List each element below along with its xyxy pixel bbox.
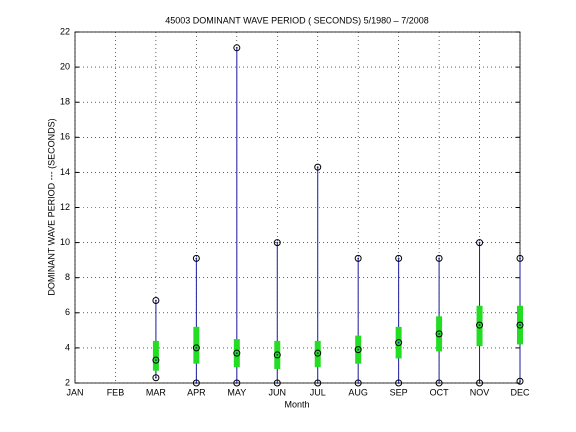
y-axis-label: DOMINANT WAVE PERIOD --- (SECONDS) [46, 118, 56, 295]
x-tick-label: NOV [470, 387, 490, 397]
mean-dot [235, 352, 238, 355]
y-tick-label: 14 [60, 167, 70, 177]
y-tick-label: 6 [65, 307, 70, 317]
x-tick-label: JUN [269, 387, 287, 397]
high-dot [357, 257, 360, 260]
low-dot [357, 382, 360, 384]
low-marker [435, 379, 443, 387]
low-marker [233, 379, 241, 387]
mean-marker [476, 321, 484, 329]
y-tick-label: 20 [60, 61, 70, 71]
x-tick-label: MAY [227, 387, 246, 397]
y-tick-label: 22 [60, 26, 70, 36]
x-tick-label: MAR [146, 387, 167, 397]
low-marker [516, 377, 524, 385]
low-marker [354, 379, 362, 387]
low-marker [273, 379, 281, 387]
mean-marker [516, 321, 524, 329]
high-dot [519, 257, 521, 260]
chart-title: 45003 DOMINANT WAVE PERIOD ( SECONDS) 5/… [165, 15, 428, 25]
low-dot [397, 382, 400, 384]
mean-marker [152, 356, 160, 364]
high-dot [195, 257, 198, 260]
plot-frame [74, 31, 521, 384]
mean-marker [435, 330, 443, 338]
mean-marker [395, 339, 403, 347]
mean-dot [316, 352, 319, 355]
low-dot [519, 380, 521, 383]
low-dot [478, 382, 481, 384]
high-marker [273, 239, 281, 247]
mean-marker [354, 346, 362, 354]
x-tick-label: JUL [310, 387, 326, 397]
x-tick-label: APR [187, 387, 206, 397]
y-tick-label: 4 [65, 342, 70, 352]
box [152, 340, 159, 371]
high-dot [235, 46, 238, 49]
high-marker [152, 297, 160, 305]
low-dot [155, 376, 157, 379]
x-tick-label: AUG [348, 387, 368, 397]
x-tick-label: SEP [390, 387, 408, 397]
mean-dot [397, 341, 400, 344]
x-tick-label: OCT [430, 387, 450, 397]
high-dot [316, 166, 319, 169]
high-marker [314, 163, 322, 171]
low-marker [395, 379, 403, 387]
low-marker [192, 379, 200, 387]
mean-dot [357, 348, 360, 351]
high-marker [476, 239, 484, 247]
high-marker [354, 254, 362, 262]
high-dot [397, 257, 400, 260]
low-dot [235, 382, 238, 384]
mean-dot [519, 324, 521, 326]
high-marker [192, 254, 200, 262]
mean-dot [155, 359, 157, 362]
y-tick-label: 2 [65, 377, 70, 387]
low-marker [476, 379, 484, 387]
y-tick-label: 16 [60, 132, 70, 142]
high-marker [233, 44, 241, 52]
mean-marker [273, 351, 281, 359]
mean-marker [192, 344, 200, 352]
high-marker [516, 254, 524, 262]
high-dot [478, 241, 481, 244]
high-dot [276, 241, 279, 244]
mean-dot [438, 332, 440, 335]
y-tick-label: 18 [60, 97, 70, 107]
y-tick-label: 10 [60, 237, 70, 247]
low-dot [195, 382, 198, 384]
mean-marker [314, 349, 322, 357]
mean-marker [233, 349, 241, 357]
x-tick-label: DEC [510, 387, 530, 397]
y-tick-label: 8 [65, 272, 70, 282]
x-tick-label: JAN [66, 387, 83, 397]
low-dot [438, 382, 440, 384]
high-dot [438, 257, 440, 260]
low-dot [316, 382, 319, 384]
x-axis-label: Month [284, 399, 309, 409]
high-marker [395, 254, 403, 262]
x-tick-label: FEB [107, 387, 125, 397]
high-dot [155, 299, 157, 302]
mean-dot [195, 347, 198, 349]
low-dot [276, 382, 279, 384]
y-tick-label: 12 [60, 202, 70, 212]
high-marker [435, 254, 443, 262]
mean-dot [276, 354, 279, 356]
low-marker [152, 374, 160, 382]
mean-dot [478, 324, 481, 326]
low-marker [314, 379, 322, 387]
